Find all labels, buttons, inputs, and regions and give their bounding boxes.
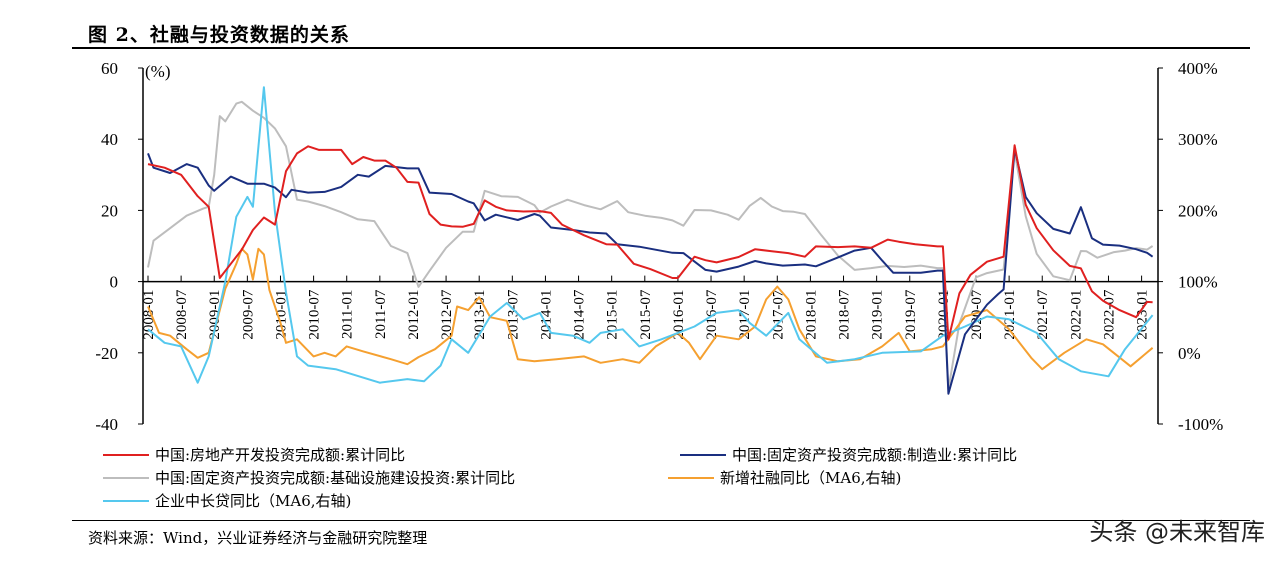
x-tick-label: 2011-07 bbox=[373, 289, 389, 339]
x-tick-label: 2019-01 bbox=[870, 290, 886, 340]
x-tick-label: 2014-01 bbox=[538, 290, 554, 340]
left-tick-label: 20 bbox=[101, 201, 118, 220]
legend-swatch bbox=[103, 476, 149, 479]
x-tick-label: 2015-01 bbox=[605, 290, 621, 340]
right-tick-label: 400% bbox=[1178, 59, 1218, 78]
left-axis-unit: (%) bbox=[145, 62, 170, 81]
x-tick-label: 2017-01 bbox=[737, 290, 753, 340]
x-tick-label: 2015-07 bbox=[638, 289, 654, 339]
left-tick-label: 60 bbox=[101, 59, 118, 78]
right-tick-label: 0% bbox=[1178, 344, 1201, 363]
left-tick-label: 0 bbox=[110, 273, 119, 292]
x-tick-label: 2008-01 bbox=[141, 290, 157, 340]
x-tick-label: 2012-01 bbox=[406, 290, 422, 340]
legend-label: 企业中长贷同比（MA6,右轴) bbox=[155, 492, 352, 510]
x-tick-label: 2008-07 bbox=[174, 289, 190, 339]
legend-swatch bbox=[103, 499, 149, 502]
x-tick-label: 2020-07 bbox=[969, 289, 985, 339]
watermark: 头条 @未来智库 bbox=[1089, 518, 1265, 546]
right-tick-label: -100% bbox=[1178, 415, 1223, 434]
footer-rule bbox=[72, 520, 1250, 521]
title-rule bbox=[72, 47, 1250, 49]
series-line-social-financing bbox=[147, 247, 1154, 371]
x-tick-label: 2014-07 bbox=[572, 289, 588, 339]
series-line-real-estate bbox=[147, 144, 1153, 341]
left-tick-label: 40 bbox=[101, 130, 118, 149]
legend-item-infrastructure: 中国:固定资产投资完成额:基础设施建设投资:累计同比 bbox=[103, 467, 515, 488]
legend-item-social-financing: 新增社融同比（MA6,右轴) bbox=[668, 467, 901, 488]
left-tick-label: -20 bbox=[95, 344, 118, 363]
x-tick-label: 2016-01 bbox=[671, 290, 687, 340]
x-tick-label: 2009-07 bbox=[240, 289, 256, 339]
series-line-manufacturing bbox=[147, 147, 1154, 395]
x-tick-label: 2019-07 bbox=[903, 289, 919, 339]
legend-label: 中国:房地产开发投资完成额:累计同比 bbox=[155, 446, 406, 464]
x-tick-label: 2018-07 bbox=[837, 289, 853, 339]
right-tick-label: 100% bbox=[1178, 273, 1218, 292]
legend-item-corporate-loans: 企业中长贷同比（MA6,右轴) bbox=[103, 490, 351, 511]
x-tick-label: 2011-01 bbox=[340, 290, 356, 339]
right-tick-label: 200% bbox=[1178, 201, 1218, 220]
right-tick-label: 300% bbox=[1178, 130, 1218, 149]
legend-swatch bbox=[668, 476, 714, 479]
x-tick-label: 2010-01 bbox=[273, 290, 289, 340]
x-tick-label: 2017-07 bbox=[770, 289, 786, 339]
x-tick-label: 2012-07 bbox=[439, 289, 455, 339]
x-tick-label: 2010-07 bbox=[307, 289, 323, 339]
left-tick-label: -40 bbox=[95, 415, 118, 434]
x-tick-label: 2022-01 bbox=[1068, 290, 1084, 340]
legend-label: 新增社融同比（MA6,右轴) bbox=[720, 469, 902, 487]
legend-label: 中国:固定资产投资完成额:基础设施建设投资:累计同比 bbox=[155, 469, 516, 487]
x-tick-label: 2016-07 bbox=[704, 289, 720, 339]
x-tick-label: 2018-01 bbox=[803, 290, 819, 340]
legend-swatch bbox=[680, 453, 726, 456]
x-tick-label: 2021-07 bbox=[1035, 289, 1051, 339]
legend-label: 中国:固定资产投资完成额:制造业:累计同比 bbox=[732, 446, 1018, 464]
source-note: 资料来源：Wind，兴业证券经济与金融研究院整理 bbox=[88, 529, 428, 547]
series-line-infrastructure bbox=[147, 100, 1154, 391]
x-tick-label: 2009-01 bbox=[207, 290, 223, 340]
figure-title: 图 2、社融与投资数据的关系 bbox=[88, 24, 350, 46]
x-tick-label: 2022-07 bbox=[1101, 289, 1117, 339]
legend-item-manufacturing: 中国:固定资产投资完成额:制造业:累计同比 bbox=[680, 444, 1017, 465]
legend-item-real-estate: 中国:房地产开发投资完成额:累计同比 bbox=[103, 444, 405, 465]
legend-swatch bbox=[103, 453, 149, 456]
